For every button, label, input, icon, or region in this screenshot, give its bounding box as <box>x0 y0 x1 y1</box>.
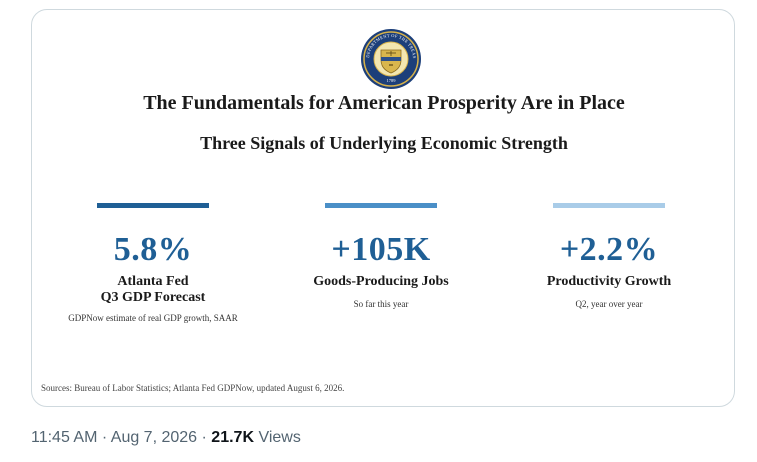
sources-footnote: Sources: Bureau of Labor Statistics; Atl… <box>41 383 345 393</box>
metric-note: GDPNow estimate of real GDP growth, SAAR <box>68 313 238 323</box>
metric-value: +105K <box>331 231 431 268</box>
meta-separator: · <box>101 429 108 446</box>
card-subtitle: Three Signals of Underlying Economic Str… <box>200 133 568 153</box>
metric-value: +2.2% <box>559 231 659 268</box>
post-meta: 11:45 AM · Aug 7, 2026 · 21.7K Views <box>31 429 301 447</box>
metric-goods-jobs: +105K Goods-Producing Jobs So far this y… <box>276 203 486 310</box>
metric-accent-bar <box>97 203 209 208</box>
meta-separator: · <box>201 429 207 446</box>
metric-note: Q2, year over year <box>575 299 643 309</box>
views-count: 21.7K <box>211 429 254 446</box>
metric-value: 5.8% <box>113 231 193 268</box>
card-title: The Fundamentals for American Prosperity… <box>143 92 625 114</box>
post-date[interactable]: Aug 7, 2026 <box>110 429 198 446</box>
metric-label: Productivity Growth <box>546 274 672 289</box>
metric-gdp-forecast: 5.8% Atlanta Fed Q3 GDP Forecast GDPNow … <box>48 203 258 324</box>
metric-productivity: +2.2% Productivity Growth Q2, year over … <box>504 203 714 310</box>
views-label: Views <box>258 429 301 446</box>
metric-accent-bar <box>553 203 665 208</box>
treasury-seal-icon: THE DEPARTMENT OF THE TREASURY 1789 <box>360 28 421 89</box>
metric-label-line2: Q3 GDP Forecast <box>100 290 206 305</box>
post-time[interactable]: 11:45 AM <box>31 429 98 446</box>
metric-label: Atlanta Fed <box>117 274 189 289</box>
post-image-card[interactable]: THE DEPARTMENT OF THE TREASURY 1789 The … <box>31 9 735 407</box>
metric-label: Goods-Producing Jobs <box>313 274 449 289</box>
svg-text:1789: 1789 <box>387 78 397 83</box>
metric-accent-bar <box>325 203 437 208</box>
metric-note: So far this year <box>353 299 409 309</box>
